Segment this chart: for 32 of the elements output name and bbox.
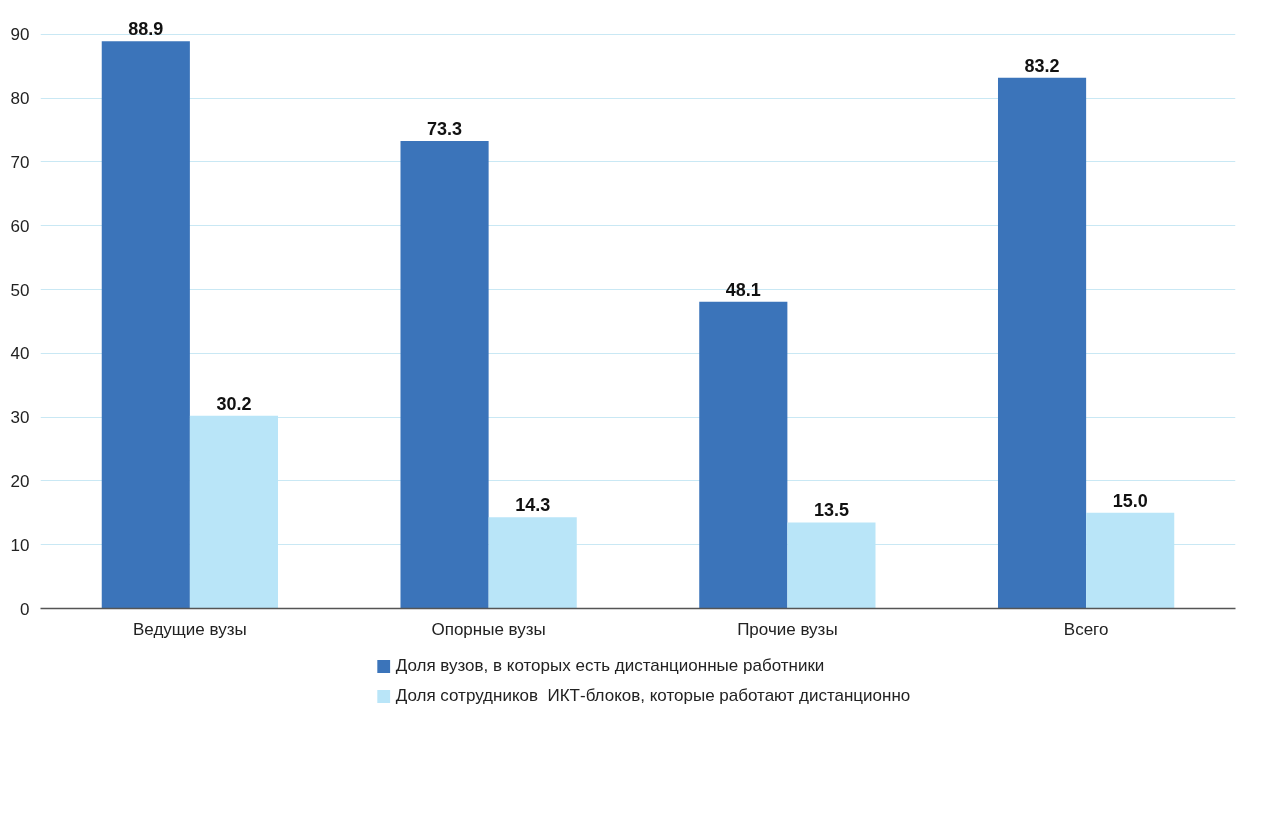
text: 13.5 — [813, 500, 849, 521]
y-tick-label: 10 — [10, 535, 30, 555]
text: 14.3 — [515, 495, 551, 516]
x-tick-label: Опорные вузы — [431, 619, 546, 639]
bar — [189, 415, 279, 609]
y-tick-label: 20 — [10, 471, 30, 491]
y-tick-label: 30 — [10, 408, 30, 428]
y-tick-label: 50 — [10, 280, 30, 300]
y-tick-label: 90 — [10, 25, 30, 45]
x-tick-label: Всего — [1063, 619, 1109, 639]
bar — [400, 140, 489, 609]
bar — [1086, 512, 1175, 609]
bar — [997, 77, 1087, 609]
y-tick-label: 40 — [10, 344, 30, 364]
text: 48.1 — [725, 279, 761, 300]
text: 15.0 — [1112, 490, 1148, 511]
y-tick-label: 60 — [10, 216, 30, 236]
text: 88.9 — [128, 19, 164, 40]
text: 73.3 — [427, 118, 463, 139]
legend-label: Доля сотрудников ИКТ-блоков, которые работают дистанционно — [395, 686, 911, 706]
bar — [699, 301, 788, 609]
text: 83.2 — [1024, 55, 1060, 76]
y-tick-label: 80 — [10, 89, 30, 109]
text: 30.2 — [216, 393, 252, 414]
y-tick-label: 70 — [10, 152, 30, 172]
x-tick-label: Ведущие вузы — [133, 619, 247, 639]
bar — [787, 522, 876, 609]
y-tick-label: 0 — [20, 599, 30, 619]
legend-label: Доля вузов, в которых есть дистанционные работники — [395, 656, 825, 676]
x-tick-label: Прочие вузы — [737, 619, 838, 639]
bar — [488, 517, 577, 609]
bar — [101, 41, 190, 609]
